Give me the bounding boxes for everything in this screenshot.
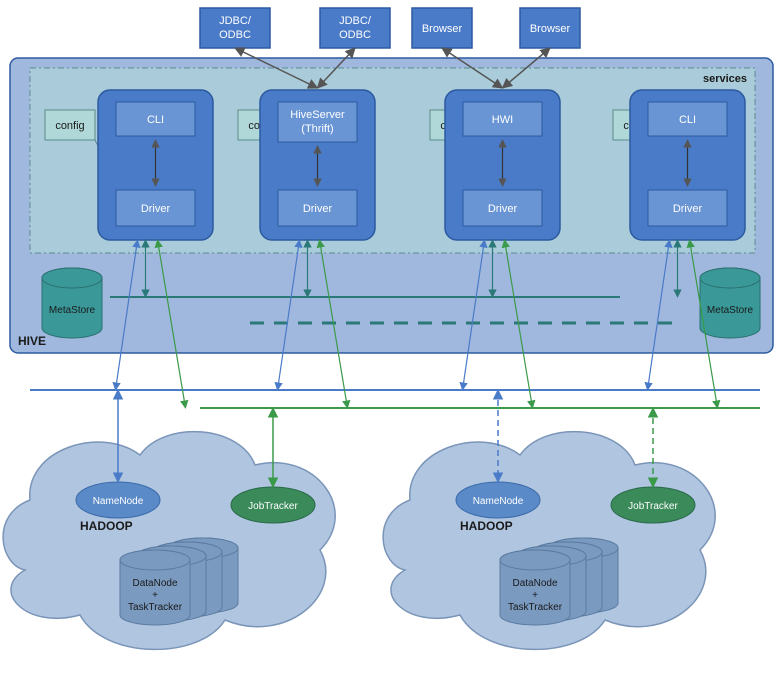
svg-text:Driver: Driver: [141, 203, 171, 215]
svg-text:CLI: CLI: [147, 114, 164, 126]
svg-text:Browser: Browser: [530, 23, 571, 35]
svg-text:TaskTracker: TaskTracker: [508, 602, 563, 613]
svg-text:+: +: [152, 590, 158, 601]
svg-text:config: config: [55, 120, 84, 132]
svg-text:HADOOP: HADOOP: [80, 519, 133, 533]
svg-text:HADOOP: HADOOP: [460, 519, 513, 533]
svg-text:ODBC: ODBC: [219, 29, 251, 41]
svg-text:JobTracker: JobTracker: [248, 501, 298, 512]
svg-text:Driver: Driver: [488, 203, 518, 215]
svg-text:DataNode: DataNode: [132, 578, 177, 589]
svg-text:NameNode: NameNode: [473, 496, 524, 507]
svg-text:Driver: Driver: [673, 203, 703, 215]
svg-text:(Thrift): (Thrift): [301, 123, 333, 135]
svg-text:+: +: [532, 590, 538, 601]
svg-text:services: services: [703, 73, 747, 85]
client-box: [320, 8, 390, 48]
svg-text:MetaStore: MetaStore: [707, 305, 754, 316]
client-box: [200, 8, 270, 48]
svg-text:JDBC/: JDBC/: [339, 15, 372, 27]
svg-text:Browser: Browser: [422, 23, 463, 35]
service-top: [278, 102, 357, 142]
svg-text:HWI: HWI: [492, 114, 513, 126]
svg-text:DataNode: DataNode: [512, 578, 557, 589]
svg-text:NameNode: NameNode: [93, 496, 144, 507]
svg-text:TaskTracker: TaskTracker: [128, 602, 183, 613]
svg-text:HiveServer: HiveServer: [290, 109, 345, 121]
svg-text:JobTracker: JobTracker: [628, 501, 678, 512]
svg-text:Driver: Driver: [303, 203, 333, 215]
svg-text:JDBC/: JDBC/: [219, 15, 252, 27]
svg-text:ODBC: ODBC: [339, 29, 371, 41]
svg-text:MetaStore: MetaStore: [49, 305, 96, 316]
svg-text:HIVE: HIVE: [18, 334, 46, 348]
svg-text:CLI: CLI: [679, 114, 696, 126]
